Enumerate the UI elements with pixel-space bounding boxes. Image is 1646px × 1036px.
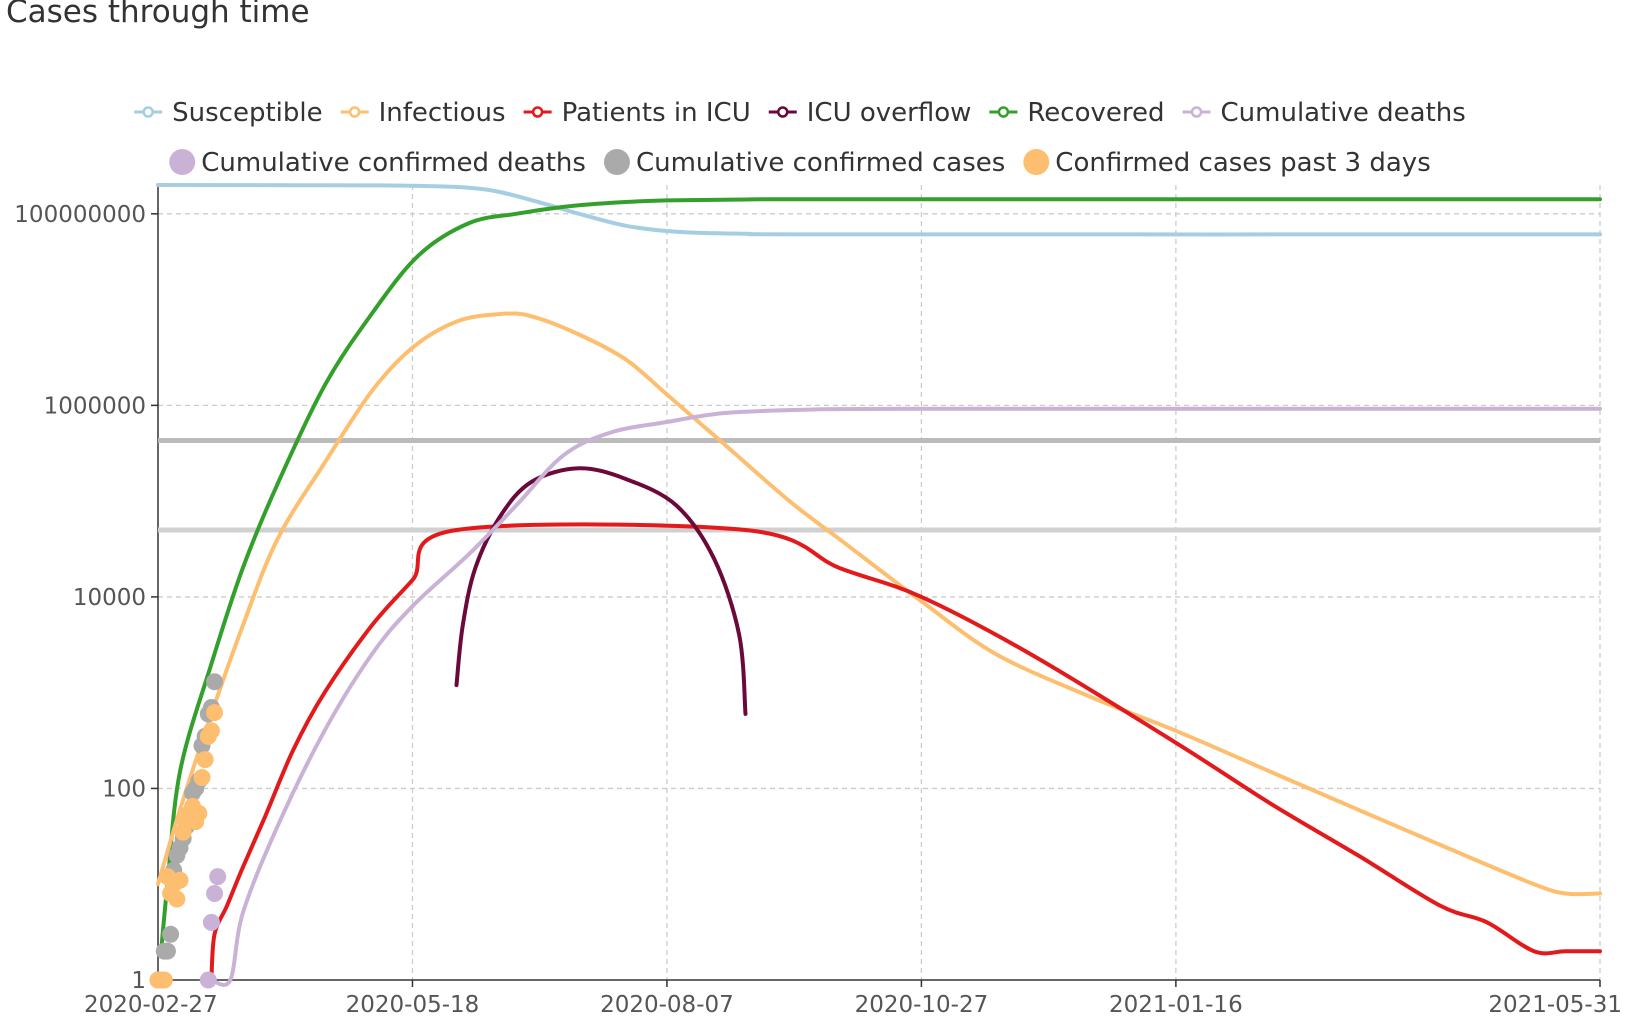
legend-label: Cumulative confirmed deaths	[201, 148, 586, 178]
x-tick-label: 2020-05-18	[346, 992, 480, 1018]
chart-legend: Susceptible Infectious Patients in ICU ICU …	[134, 98, 1466, 178]
cumulative-confirmed-cases-point	[158, 942, 176, 960]
legend-swatch-marker	[348, 106, 361, 118]
cumulative-confirmed-deaths-point	[199, 971, 217, 989]
confirmed-cases-past-3-days-point	[193, 769, 211, 787]
susceptible-line	[156, 183, 1602, 237]
confirmed-cases-past-3-days-point	[155, 971, 173, 989]
cumulative-deaths-line	[209, 406, 1602, 987]
legend-label: Infectious	[379, 98, 506, 128]
legend-label: Patients in ICU	[562, 98, 751, 128]
y-tick-label: 1000000	[44, 393, 146, 419]
confirmed-cases-past-3-days-point	[196, 751, 214, 769]
infectious-line	[156, 311, 1602, 897]
legend-label: Susceptible	[172, 98, 322, 128]
patients-in-icu-line	[209, 522, 1602, 982]
cumulative-confirmed-cases-point	[162, 925, 180, 943]
recovered-line	[159, 197, 1602, 954]
confirmed-cases-past-3-days-point	[171, 871, 189, 889]
legend-swatch-marker	[997, 106, 1010, 118]
legend-swatch-marker	[777, 106, 789, 118]
legend-label: Recovered	[1027, 98, 1164, 128]
cumulative-confirmed-deaths-point	[202, 913, 220, 931]
x-tick-label: 2020-08-07	[600, 992, 734, 1018]
icu-overflow-line	[454, 466, 748, 716]
x-tick-label: 2021-05-31	[1488, 992, 1622, 1018]
y-tick-label: 100000000	[14, 202, 146, 228]
x-tick-label: 2020-10-27	[855, 992, 989, 1018]
legend-label: ICU overflow	[807, 98, 972, 128]
x-tick-label: 2021-01-16	[1109, 992, 1243, 1018]
legend-label: Cumulative deaths	[1221, 98, 1466, 128]
chart-title: Cases through time	[6, 0, 310, 30]
confirmed-cases-past-3-days-point	[206, 704, 224, 722]
legend-swatch	[1023, 149, 1050, 175]
legend-swatch-marker	[142, 106, 154, 118]
legend-label: Cumulative confirmed cases	[636, 148, 1005, 178]
confirmed-cases-past-3-days-point	[202, 722, 220, 740]
y-tick-label: 10000	[73, 585, 146, 611]
chart-ticks: 2020-02-27 2020-05-18 2020-08-07 2020-10-27…	[14, 202, 1622, 1018]
cumulative-confirmed-cases-point	[206, 673, 224, 691]
confirmed-cases-past-3-days-point	[190, 804, 208, 822]
cumulative-confirmed-deaths-point	[209, 868, 227, 886]
y-tick-label: 1	[131, 968, 146, 994]
cumulative-confirmed-deaths-point	[206, 885, 224, 903]
y-tick-label: 100	[102, 776, 146, 802]
chart-axes	[151, 185, 1601, 987]
legend-swatch-marker	[531, 106, 544, 118]
legend-swatch	[169, 149, 196, 175]
legend-label: Confirmed cases past 3 days	[1055, 148, 1430, 178]
chart-series	[149, 183, 1602, 989]
legend-swatch-marker	[1190, 106, 1203, 118]
legend-swatch	[603, 149, 630, 175]
confirmed-cases-past-3-days-point	[168, 890, 186, 908]
x-tick-label: 2020-02-27	[84, 992, 218, 1018]
